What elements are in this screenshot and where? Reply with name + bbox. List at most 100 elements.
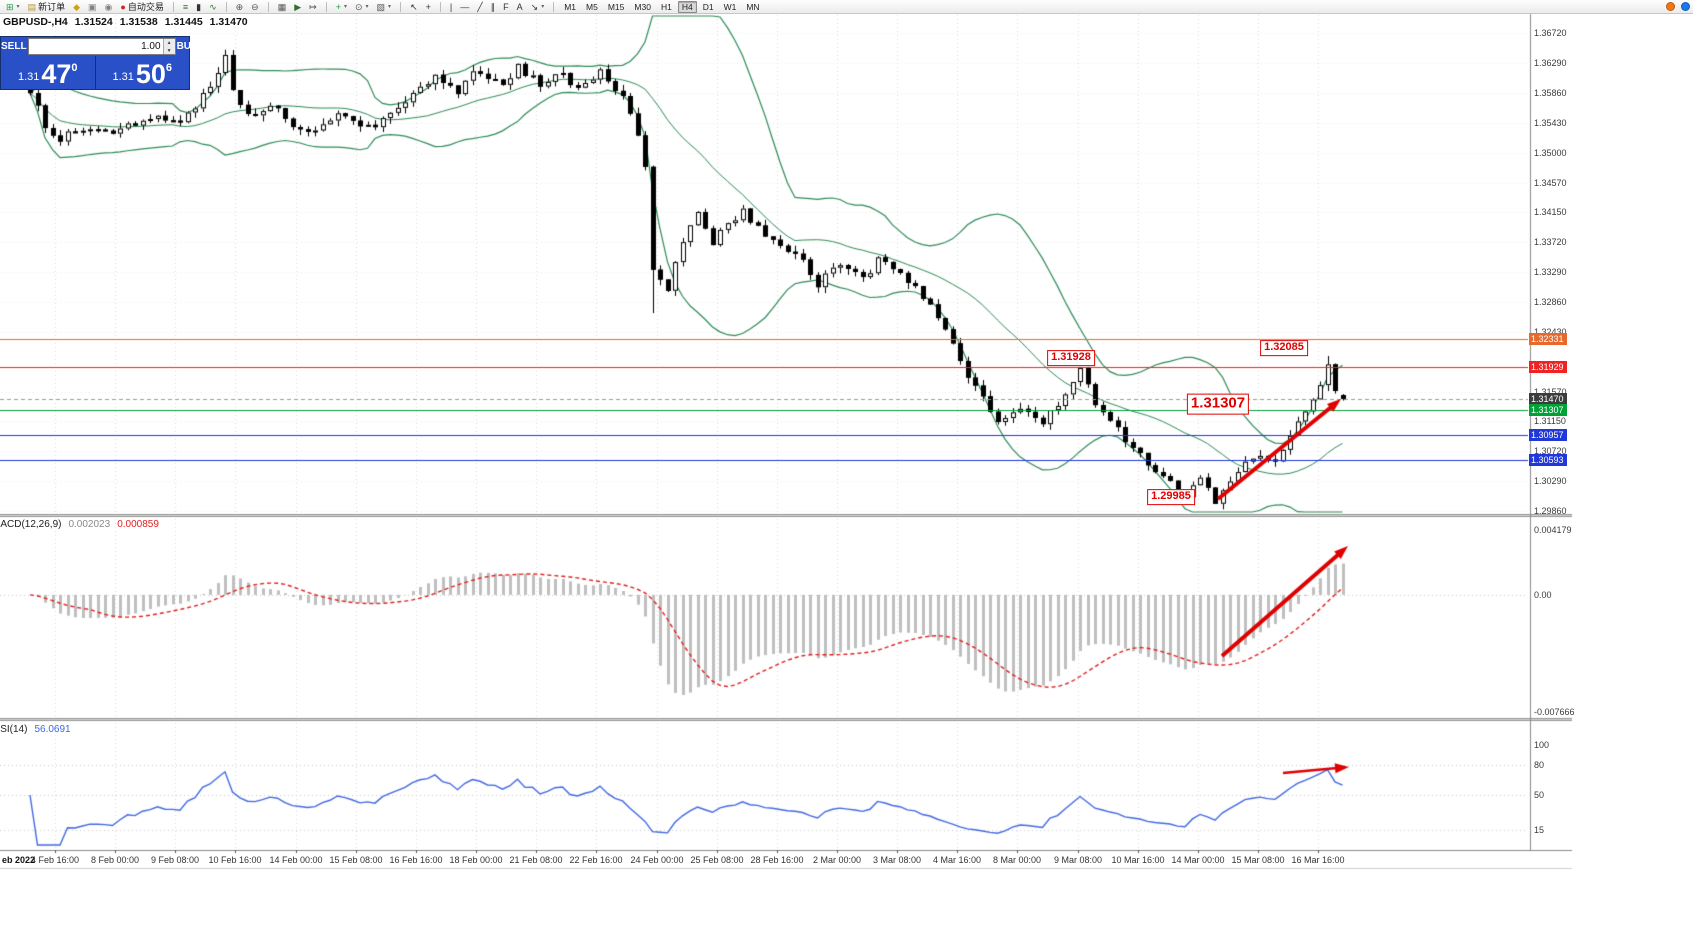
news-icon[interactable]: ◉ [102,1,116,13]
zoom-in-icon[interactable]: ⊕ [233,1,247,13]
bar-chart-icon[interactable]: ≡ [180,1,191,13]
rsi-scale-label: 100 [1534,740,1550,750]
trendline-icon: ╱ [477,1,483,12]
templates-button[interactable]: ▧ ▾ [374,1,395,13]
tile-windows-icon[interactable]: ▦ [275,1,290,13]
rsi-value: 56.0691 [34,724,71,735]
cursor-icon: ↖ [410,1,418,12]
chart-shift-icon: ↦ [309,1,317,12]
trendline-icon[interactable]: ╱ [474,1,485,13]
new-order-button[interactable]: ▤ 新订单 [25,1,69,13]
vertical-line-icon[interactable]: | [447,1,455,13]
autotrading-button[interactable]: ● 自动交易 [117,1,166,13]
rsi-indicator-header: RSI(14) 56.0691 [0,724,71,735]
chevron-down-icon: ▾ [365,3,369,10]
line-chart-icon[interactable]: ∿ [206,1,220,13]
price-scale-label: 1.29860 [1534,506,1567,516]
price-annotation[interactable]: 1.29985 [1147,489,1195,505]
indicators-icon: + [335,1,341,12]
price-annotation[interactable]: 1.31928 [1047,350,1095,366]
price-scale-label: 1.31570 [1534,387,1567,397]
rsi-scale-label: 15 [1534,825,1545,835]
cursor-icon[interactable]: ↖ [407,1,421,13]
zoom-out-icon[interactable]: ⊖ [248,1,262,13]
time-axis-label: 25 Feb 08:00 [690,855,744,865]
indicators-button[interactable]: + ▾ [333,1,350,13]
timeframe-w1-button[interactable]: W1 [723,1,737,12]
templates-icon: ▧ [376,1,386,12]
timeframe-d1-button[interactable]: D1 [702,1,714,12]
candlestick-chart-icon[interactable]: ▮ [193,1,204,13]
time-axis-label: 14 Feb 00:00 [269,855,323,865]
volume-increase-icon[interactable]: ▲ [166,40,172,46]
timeframe-m1-button[interactable]: M1 [564,1,577,12]
price-scale-label: 1.35430 [1534,118,1567,128]
text-icon[interactable]: A [514,1,526,13]
buy-price-display[interactable]: 1.31 50 6 [96,56,190,89]
timeframe-m30-button[interactable]: M30 [634,1,651,12]
price-annotation[interactable]: 1.32085 [1260,340,1308,356]
time-axis-label: 15 Feb 08:00 [329,855,383,865]
buy-price-big: 50 [135,59,166,89]
periods-button[interactable]: ⊙ ▾ [352,1,372,13]
fibonacci-icon[interactable]: F [500,1,512,13]
time-axis-label: 2 Mar 00:00 [812,855,862,865]
favorites-icon: ◆ [73,1,81,12]
sell-price-display[interactable]: 1.31 47 0 [1,56,95,89]
chevron-down-icon: ▾ [343,3,347,10]
toolbar-separator [225,1,227,12]
bar-chart-icon: ≡ [182,1,189,12]
channel-icon: ∥ [490,1,496,12]
rsi-title: RSI(14) [0,724,28,735]
new-chart-icon[interactable]: ⊞ ▾ [3,1,23,13]
sell-price-big: 47 [41,59,72,89]
time-axis-label: 9 Feb 08:00 [150,855,200,865]
volume-spinner: ▲ ▼ [162,39,175,54]
volume-input[interactable] [28,39,163,54]
price-badge: 1.30957 [1529,429,1567,441]
channel-icon[interactable]: ∥ [488,1,499,13]
time-axis-label: 8 Mar 00:00 [992,855,1042,865]
autotrading-button-label: 自动交易 [127,1,164,12]
auto-scroll-icon: ▶ [294,1,302,12]
price-annotation[interactable]: 1.31307 [1186,393,1250,415]
toolbar-separator [325,1,327,12]
community-orange-icon[interactable] [1666,2,1675,11]
toolbar-separator [400,1,402,12]
community-blue-icon[interactable] [1681,2,1690,11]
candlestick-chart-icon: ▮ [196,1,202,12]
crosshair-icon[interactable]: + [423,1,434,13]
buy-button[interactable]: BUY [176,41,198,52]
price-scale-label: 1.34570 [1534,178,1567,188]
timeframe-m15-button[interactable]: M15 [607,1,625,12]
time-axis-label: 10 Feb 16:00 [208,855,262,865]
autotrading-icon: ● [120,1,126,12]
time-axis-label: 4 Feb 16:00 [30,855,80,865]
chart-shift-icon[interactable]: ↦ [306,1,320,13]
text-icon: A [516,1,523,12]
time-axis-label: 16 Mar 16:00 [1291,855,1345,865]
timeframe-m5-button[interactable]: M5 [586,1,598,12]
news-icon: ◉ [104,1,113,12]
auto-scroll-icon[interactable]: ▶ [291,1,304,13]
mailbox-icon: ▣ [88,1,97,12]
volume-decrease-icon[interactable]: ▼ [166,48,172,54]
arrows-icon[interactable]: ↘ ▾ [528,1,548,13]
symbol-period-label: GBPUSD-,H4 [3,16,68,28]
horizontal-line-icon[interactable]: — [457,1,472,13]
quote-open: 1.31524 [74,16,113,28]
mailbox-icon[interactable]: ▣ [85,1,100,13]
favorites-icon[interactable]: ◆ [70,1,83,13]
time-axis-label: 18 Feb 00:00 [449,855,503,865]
macd-signal-value: 0.000859 [117,519,159,530]
timeframe-h1-button[interactable]: H1 [660,1,672,12]
sell-price-sup: 0 [71,62,78,74]
rsi-scale-label: 50 [1534,790,1545,800]
toolbar: ⊞ ▾ ▤ 新订单 ◆ ▣ ◉ ● 自动交易 ≡ ▮ ∿ ⊕ ⊖ ▦ ▶ ↦ + ▾ ⊙ ▾ ▧ ▾ ↖ + | — ╱ ∥ F A ↘ ▾ M1… [0,0,1693,14]
sell-button[interactable]: SELL [1,41,27,52]
timeframe-h4-button[interactable]: H4 [677,0,697,13]
one-click-trading-widget: SELL ▲ ▼ BUY 1.31 47 0 1.31 50 6 [0,36,198,90]
timeframe-mn-button[interactable]: MN [746,1,760,12]
